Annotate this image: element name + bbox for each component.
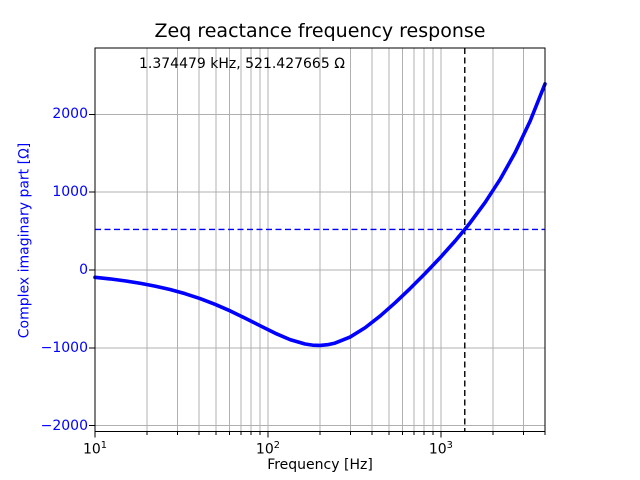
marker-annotation: 1.374479 kHz, 521.427665 Ω — [139, 56, 345, 72]
x-tick-base: 10 — [82, 441, 101, 458]
y-tick-label-neg1000: −1000 — [40, 339, 88, 356]
x-tick-base: 10 — [428, 441, 447, 458]
x-tick-label-10e3: 103 — [411, 440, 471, 458]
x-tick-exponent: 1 — [100, 440, 108, 451]
chart-title: Zeq reactance frequency response — [154, 20, 486, 42]
x-tick-exponent: 3 — [446, 440, 453, 451]
x-tick-base: 10 — [255, 441, 274, 458]
y-tick-label-2000: 2000 — [52, 106, 88, 123]
y-tick-label-0: 0 — [79, 261, 88, 278]
y-tick-label-neg2000: −2000 — [40, 417, 88, 434]
y-tick-label-1000: 1000 — [52, 184, 88, 201]
x-tick-label-10e2: 102 — [238, 440, 298, 458]
x-axis-label: Frequency [Hz] — [267, 457, 373, 473]
x-tick-exponent: 2 — [273, 440, 280, 451]
x-tick-label-10e1: 101 — [65, 440, 125, 458]
y-axis-label: Complex imaginary part [Ω] — [16, 142, 33, 339]
